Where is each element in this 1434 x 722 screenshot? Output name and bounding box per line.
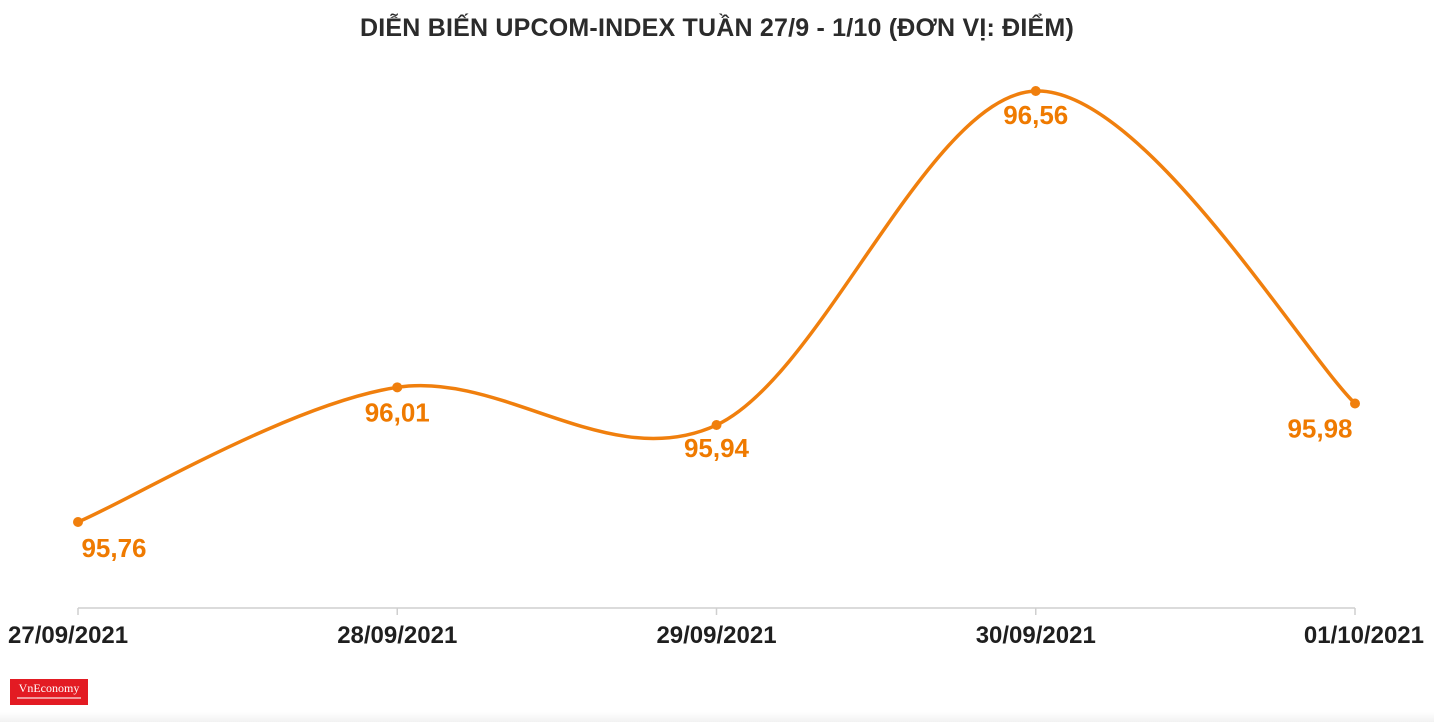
- data-point: [1350, 398, 1360, 409]
- x-tick-labels: 27/09/2021 28/09/2021 29/09/2021 30/09/2021…: [8, 622, 1424, 649]
- data-points: [73, 86, 1360, 527]
- data-point: [392, 382, 403, 393]
- x-tick-label: 01/10/2021: [1304, 622, 1424, 649]
- series-line: [76, 89, 1357, 524]
- logo-text: VnEconomy: [18, 681, 80, 695]
- data-point: [73, 517, 83, 527]
- bottom-shadow: [0, 712, 1434, 722]
- x-tick-label: 27/09/2021: [8, 622, 128, 649]
- data-label: 96,01: [365, 397, 430, 427]
- data-label: 96,56: [1003, 100, 1068, 130]
- chart-title: DIỄN BIẾN UPCOM-INDEX TUẦN 27/9 - 1/10 (…: [360, 14, 1074, 42]
- x-tick-label: 30/09/2021: [976, 622, 1096, 649]
- data-label: 95,76: [81, 533, 146, 563]
- logo-stripe: [17, 697, 81, 699]
- data-labels: 95,76 96,01 95,94 96,56 95,98: [81, 100, 1352, 563]
- data-label: 95,94: [684, 433, 750, 463]
- series-line-group: [76, 89, 1357, 524]
- x-tick-label: 28/09/2021: [337, 622, 457, 649]
- data-point: [1030, 86, 1041, 96]
- vneconomy-logo: VnEconomy: [10, 679, 88, 705]
- data-label: 95,98: [1287, 413, 1352, 443]
- x-tick-label: 29/09/2021: [656, 622, 776, 649]
- data-point: [711, 420, 722, 431]
- x-axis: [77, 607, 1356, 615]
